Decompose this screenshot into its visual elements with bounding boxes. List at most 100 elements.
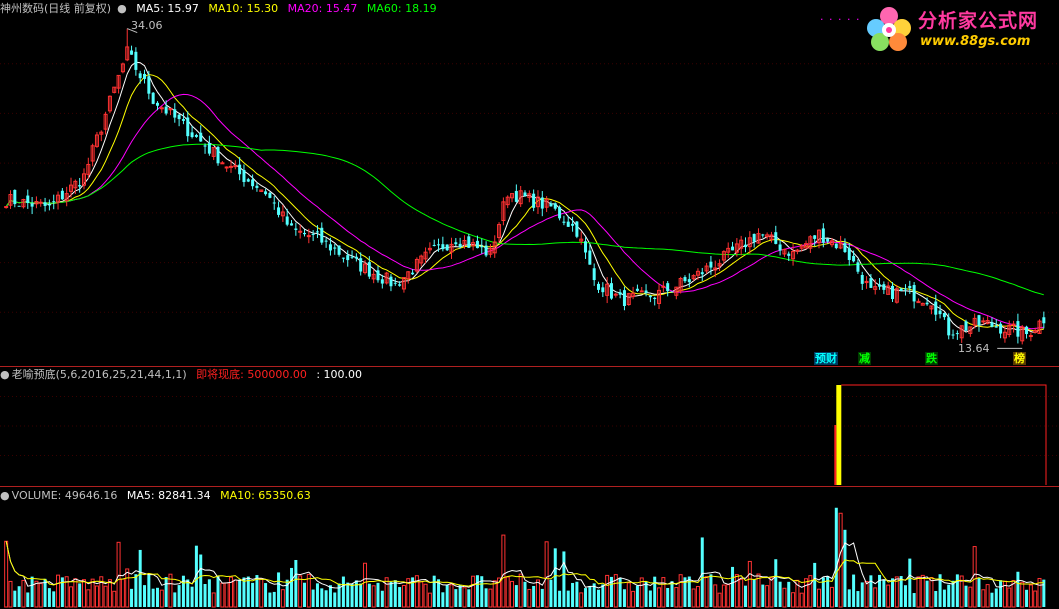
volume-ma10-line [5,541,1044,587]
volume-bar [233,579,238,608]
candle-body [120,63,125,73]
candle-body [277,207,281,215]
volume-bar [155,587,159,607]
volume-bar [427,592,432,608]
candle-body [47,204,51,206]
volume-bar [64,576,69,608]
volume-bar [752,579,756,607]
candle-body [687,279,691,283]
candle-body [441,244,445,250]
candle-body [432,244,436,246]
panel-separator-bottom [0,486,1059,487]
volume-bar [441,592,445,607]
candle-body [471,242,476,247]
candle-body [826,238,830,242]
candle-body [609,283,613,299]
candle-body [233,165,238,168]
volume-ma5: MA5: 82841.34 [126,489,211,502]
candle-body [1042,317,1046,324]
volume-bar [306,573,311,608]
collapse-icon[interactable]: ● [117,2,127,15]
candle-body [601,287,605,293]
volume-bar [666,587,670,607]
candle-body [856,262,860,272]
volume-bar [116,541,121,608]
volume-bar [540,588,544,607]
candle-body [56,194,61,203]
candle-body [228,165,233,168]
candle-body [389,276,393,287]
volume-bar [721,584,726,608]
indicator-collapse-icon[interactable]: ● [0,368,10,381]
volume-bar [1016,571,1020,607]
volume-bar [159,589,164,608]
candle-body [613,293,618,296]
volume-bar [99,576,104,608]
candle-body [497,224,502,239]
candle-body [177,114,181,120]
candle-body [618,292,622,295]
volume-bar [69,586,74,608]
candle-body [376,270,380,281]
volume-bar [653,576,657,607]
volume-bar [177,585,181,607]
volume-bar [951,580,955,607]
volume-bar [756,573,761,608]
volume-bar [173,592,177,607]
volume-bar [925,580,929,607]
volume-bar [280,589,285,608]
volume-bar [1020,581,1025,608]
signal-tag-4: 榜 [1013,352,1026,365]
candle-body [52,201,56,203]
candle-body [488,247,493,255]
volume-bar [532,585,536,607]
volume-bar [691,588,696,608]
candle-body [700,272,704,275]
volume-bar [535,579,540,608]
volume-bar [709,574,713,607]
indicator-level-line [841,384,1047,485]
candle-body [38,201,43,204]
volume-bar [903,585,907,607]
volume-bar [78,583,82,607]
volume-bar [829,586,834,608]
candle-body [155,102,159,106]
volume-bar [264,583,268,607]
candle-body [298,230,303,233]
volume-bar [60,577,64,607]
volume-bar [501,534,506,608]
site-logo[interactable]: 分析家公式网 www.88gs.com [862,4,1056,54]
volume-bar [938,574,942,607]
candle-body [320,227,324,243]
candle-body [597,283,601,290]
volume-bar [242,577,246,607]
volume-bar [480,576,484,607]
candle-body [829,240,834,246]
candle-body [579,238,584,242]
candle-body [934,301,938,315]
candle-body [186,117,190,137]
candle-body [454,242,458,245]
volume-bar [804,578,809,608]
candle-body [605,283,610,296]
candle-body [843,243,847,253]
volume-bar [683,577,687,607]
candle-body [678,278,683,292]
volume-bar [726,584,731,608]
candle-body [964,321,968,331]
volume-bar [609,576,613,607]
candle-body [709,261,713,268]
volume-bar [211,592,216,608]
volume-bar [341,576,345,607]
volume-bar [423,583,428,608]
candle-body [778,244,782,251]
volume-bar [687,576,691,607]
volume-bar [1042,579,1046,607]
candle-body [290,223,294,226]
volume-bar [246,576,250,607]
panel-separator-top [0,366,1059,367]
volume-bar [143,585,147,607]
volume-bar [220,582,225,608]
volume-bar [527,588,532,608]
volume-collapse-icon[interactable]: ● [0,489,10,502]
